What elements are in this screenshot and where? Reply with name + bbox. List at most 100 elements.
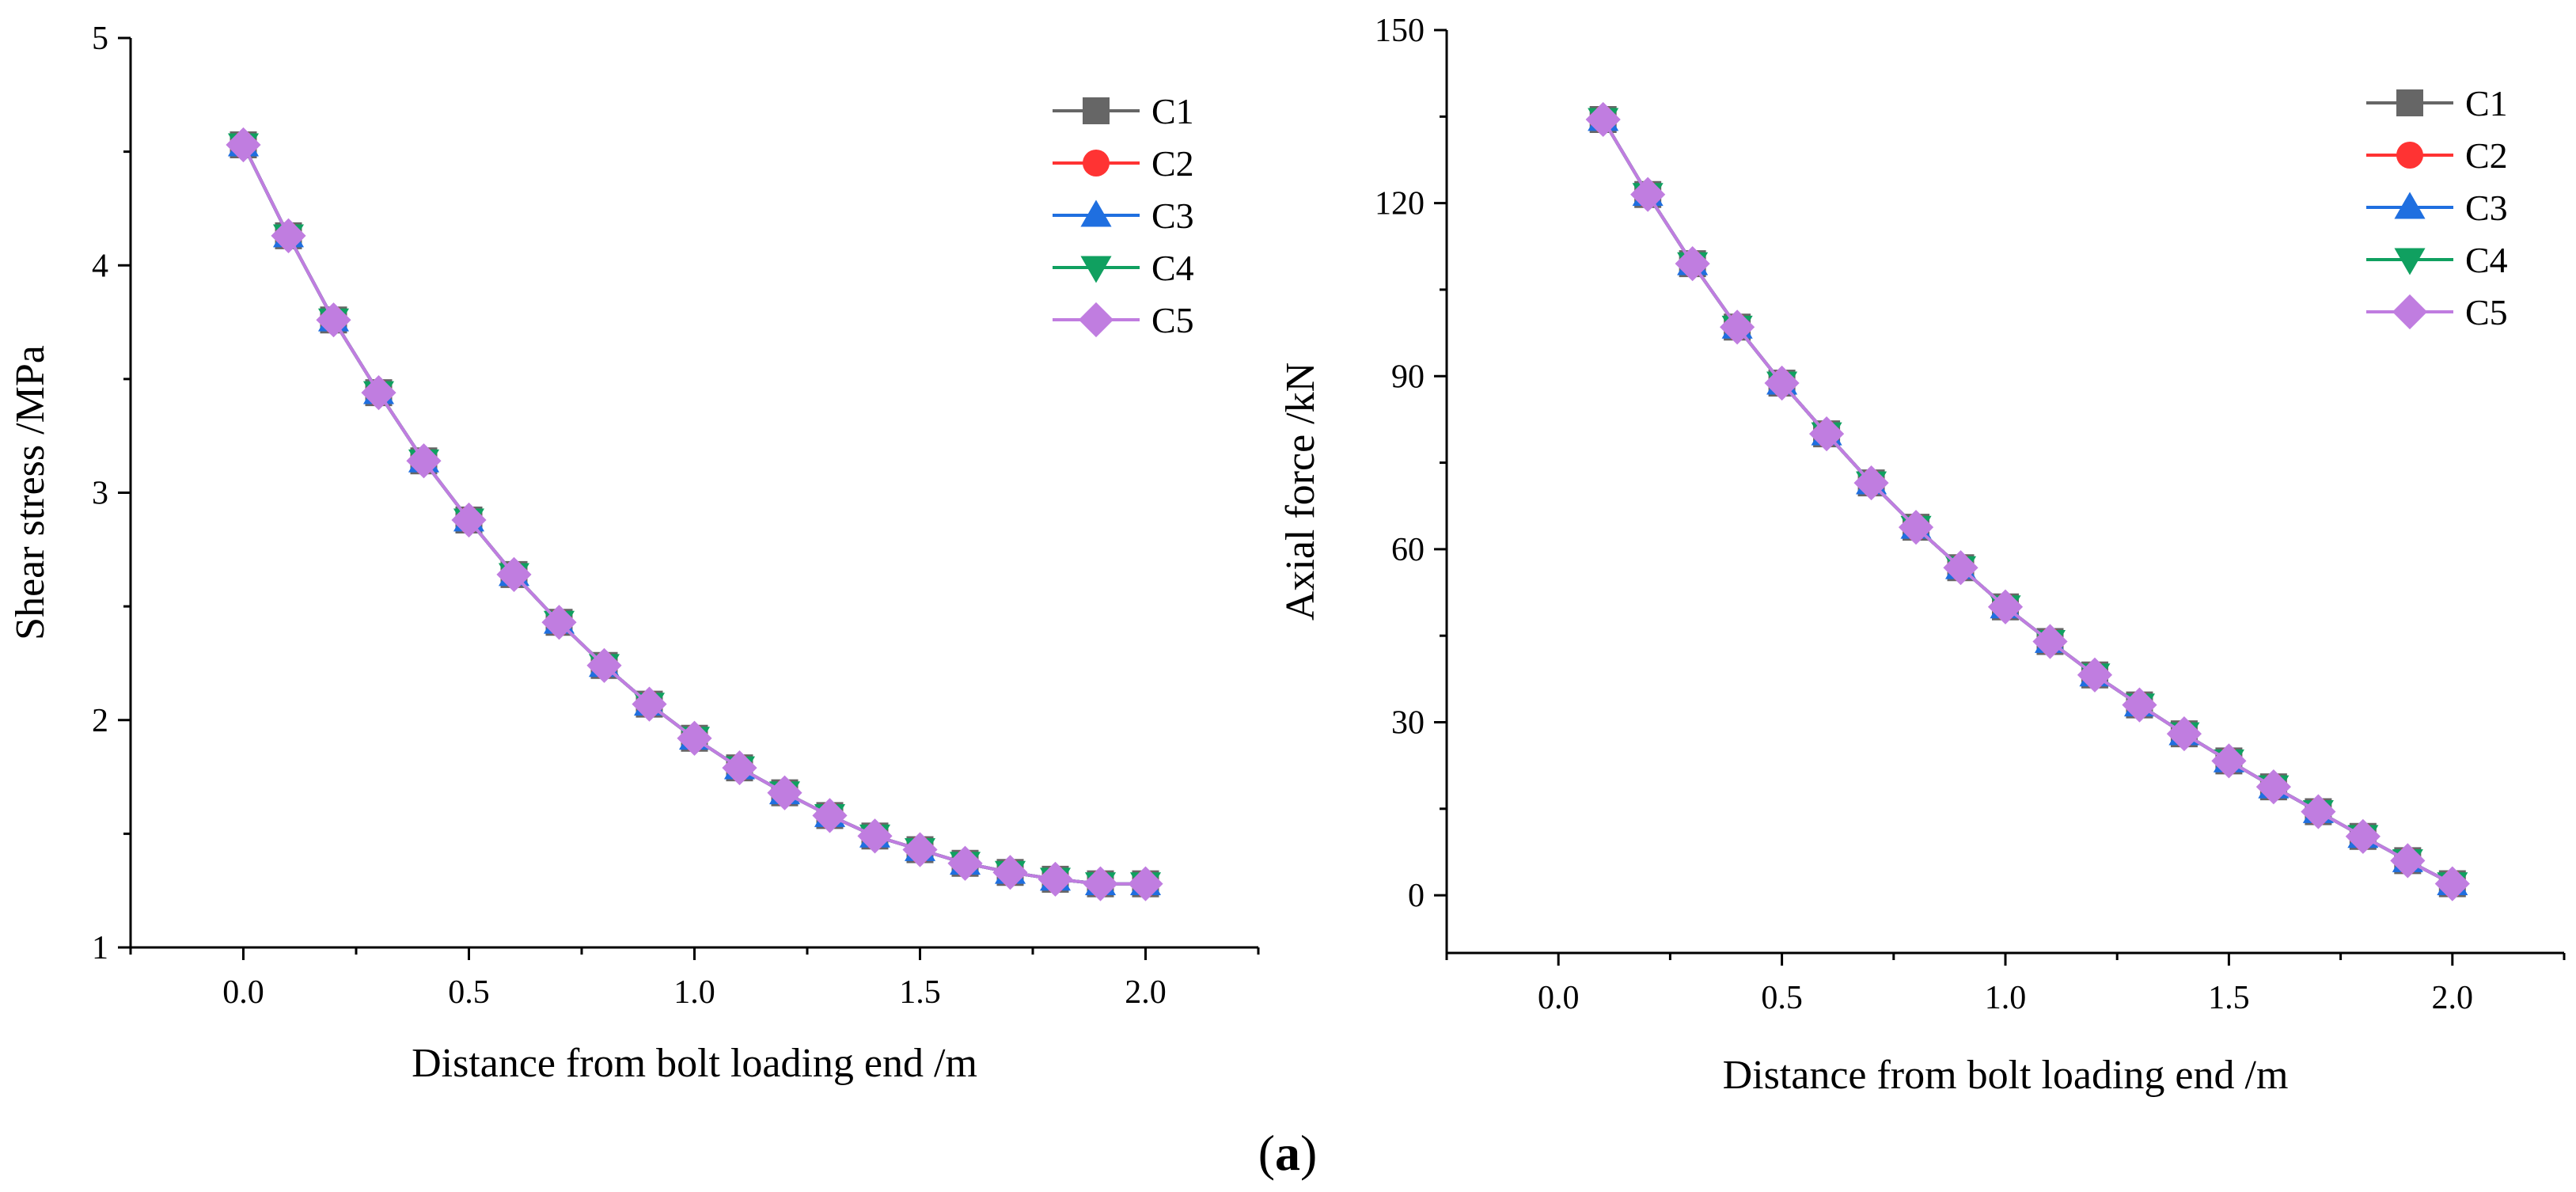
- caption-close-paren: ): [1300, 1125, 1317, 1181]
- y-axis-title: Axial force /kN: [1278, 363, 1323, 621]
- x-tick-label: 1.0: [673, 974, 715, 1011]
- series-line-C4: [1601, 118, 2453, 886]
- series-C2: [230, 131, 1159, 898]
- y-axis-title: Shear stress /MPa: [8, 345, 53, 640]
- data-point-C5: [1128, 866, 1163, 902]
- x-tick-label: 1.0: [1985, 980, 2027, 1016]
- data-point-C5: [541, 605, 577, 640]
- legend-item-C4: C4: [2366, 240, 2508, 280]
- y-tick-label: 120: [1375, 186, 1425, 222]
- legend-marker: [1083, 150, 1110, 177]
- legend-label: C5: [2465, 292, 2508, 332]
- data-point-C5: [632, 686, 667, 722]
- x-tick-label: 0.5: [448, 974, 490, 1011]
- series-line-C2: [241, 144, 1146, 886]
- series-line-C2: [1601, 118, 2453, 886]
- legend-marker: [1078, 302, 1114, 338]
- y-tick-label: 5: [92, 21, 108, 57]
- data-point-C5: [361, 375, 396, 411]
- data-point-C5: [1764, 365, 1800, 401]
- data-point-C5: [271, 218, 306, 254]
- x-axis-title: Distance from bolt loading end /m: [1723, 1053, 2289, 1098]
- caption-open-paren: (: [1258, 1125, 1275, 1181]
- legend-label: C3: [1151, 196, 1194, 236]
- x-tick-label: 2.0: [1125, 974, 1167, 1011]
- series-C2: [1589, 105, 2466, 898]
- data-point-C5: [2255, 769, 2291, 805]
- data-point-C5: [992, 855, 1028, 890]
- data-point-C5: [406, 443, 442, 479]
- x-tick-label: 0.0: [1538, 980, 1580, 1016]
- series-C3: [1588, 104, 2468, 895]
- data-point-C5: [2390, 843, 2426, 879]
- data-point-C5: [496, 556, 532, 593]
- data-point-C5: [812, 798, 848, 833]
- data-point-C5: [2077, 657, 2113, 693]
- series-line-C4: [241, 144, 1146, 886]
- data-point-C5: [451, 502, 487, 538]
- data-point-C5: [857, 818, 893, 854]
- y-tick-label: 90: [1391, 359, 1425, 395]
- series-line-C1: [1601, 118, 2453, 886]
- data-point-C5: [1630, 177, 1666, 212]
- series-C4: [227, 133, 1162, 900]
- data-point-C5: [1987, 589, 2024, 624]
- x-tick-label: 2.0: [2432, 980, 2474, 1016]
- data-point-C5: [2434, 866, 2470, 902]
- x-tick-label: 1.5: [899, 974, 941, 1011]
- legend-item-C4: C4: [1053, 248, 1194, 288]
- y-tick-label: 60: [1391, 532, 1425, 568]
- series-C1: [230, 131, 1159, 898]
- series-line-C5: [1601, 118, 2453, 886]
- legend-item-C5: C5: [2366, 292, 2508, 332]
- series-C1: [1589, 105, 2466, 898]
- legend-item-C5: C5: [1053, 300, 1194, 340]
- legend-item-C3: C3: [2366, 188, 2508, 228]
- y-tick-label: 0: [1408, 878, 1425, 914]
- legend: C1 C2 C3 C4 C5: [1053, 91, 1194, 340]
- series-C4: [1588, 108, 2468, 900]
- legend-label: C3: [2465, 188, 2508, 228]
- legend-item-C2: C2: [2366, 135, 2508, 176]
- legend-marker: [1080, 256, 1112, 283]
- data-point-C5: [677, 720, 712, 756]
- x-tick-label: 1.5: [2208, 980, 2250, 1016]
- caption-letter: a: [1275, 1125, 1300, 1181]
- legend-marker: [2394, 192, 2426, 219]
- legend-label: C4: [1151, 248, 1194, 288]
- y-tick-label: 4: [92, 248, 108, 284]
- y-tick-label: 2: [92, 703, 108, 739]
- data-point-C5: [1585, 101, 1621, 138]
- data-point-C5: [1675, 246, 1710, 282]
- data-point-C5: [1853, 465, 1889, 501]
- legend-label: C1: [1151, 91, 1194, 131]
- legend: C1 C2 C3 C4 C5: [2366, 83, 2508, 332]
- data-point-C5: [316, 302, 351, 338]
- data-point-C5: [2211, 743, 2247, 779]
- x-axis-title: Distance from bolt loading end /m: [412, 1041, 977, 1086]
- series-line-C1: [241, 144, 1146, 886]
- series-line-C5: [241, 144, 1146, 886]
- data-point-C5: [1943, 550, 1978, 586]
- series-C5: [1585, 101, 2470, 902]
- data-point-C5: [1898, 510, 1934, 545]
- data-point-C5: [226, 127, 261, 163]
- legend-marker: [2396, 89, 2423, 116]
- data-point-C5: [2166, 716, 2202, 752]
- series-line-C3: [1601, 118, 2453, 886]
- legend-marker: [1083, 97, 1110, 124]
- data-point-C5: [2032, 624, 2068, 659]
- data-point-C5: [1038, 861, 1073, 897]
- series-C5: [226, 127, 1163, 902]
- legend-item-C3: C3: [1053, 196, 1194, 236]
- legend-marker: [2396, 142, 2423, 169]
- series-C3: [227, 129, 1162, 896]
- data-point-C5: [1083, 866, 1118, 902]
- axial-force-chart: 0.0 0.5 1.0 1.5 2.0 0 30 60 90 120 150 Distance fro…: [1278, 13, 2566, 1098]
- shear-stress-chart: 0.0 0.5 1.0 1.5 2.0 1 2 3 4 5 Distance from bolt l…: [8, 21, 1260, 1086]
- legend-item-C1: C1: [2366, 83, 2508, 123]
- legend-marker: [2394, 248, 2426, 275]
- legend-item-C1: C1: [1053, 91, 1194, 131]
- data-point-C5: [947, 845, 983, 881]
- data-point-C5: [902, 832, 938, 867]
